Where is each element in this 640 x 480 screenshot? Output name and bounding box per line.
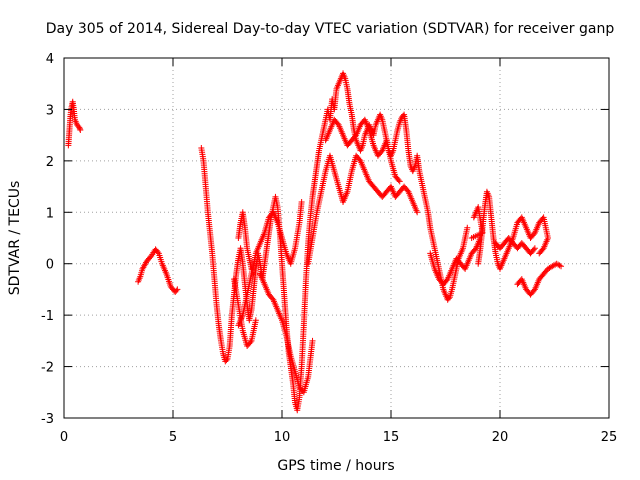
y-tick-label: -1 bbox=[41, 309, 54, 324]
data-point bbox=[530, 246, 537, 253]
x-tick-label: 5 bbox=[169, 430, 177, 445]
data-point bbox=[556, 262, 563, 269]
x-tick-label: 0 bbox=[60, 430, 68, 445]
data-point bbox=[443, 277, 450, 284]
data-point bbox=[352, 133, 359, 140]
y-tick-label: -3 bbox=[41, 412, 54, 427]
data-point bbox=[173, 287, 180, 294]
data-point bbox=[154, 249, 161, 256]
data-point bbox=[445, 295, 452, 302]
data-point bbox=[396, 178, 403, 185]
y-tick-label: 2 bbox=[46, 155, 54, 170]
series-sdtvar bbox=[65, 70, 565, 414]
x-axis: 0 5 10 15 20 25 bbox=[60, 58, 617, 445]
data-point bbox=[252, 317, 259, 324]
y-tick-label: 3 bbox=[46, 103, 54, 118]
data-point bbox=[356, 156, 363, 163]
y-axis: -3 -2 -1 0 1 2 3 4 bbox=[41, 52, 609, 427]
data-point bbox=[531, 245, 538, 252]
y-axis-label: SDTVAR / TECUs bbox=[7, 181, 23, 296]
x-tick-label: 10 bbox=[274, 430, 291, 445]
chart-title: Day 305 of 2014, Sidereal Day-to-day VTE… bbox=[46, 21, 615, 37]
data-point bbox=[248, 265, 255, 272]
data-point bbox=[334, 120, 341, 127]
data-point bbox=[77, 127, 84, 133]
y-tick-label: 0 bbox=[46, 258, 54, 273]
data-point bbox=[558, 263, 565, 270]
x-tick-label: 20 bbox=[492, 430, 509, 445]
data-point bbox=[536, 250, 543, 257]
y-tick-label: 1 bbox=[46, 206, 54, 221]
data-point bbox=[174, 286, 181, 293]
data-point bbox=[530, 231, 537, 238]
data-point bbox=[298, 199, 305, 205]
data-point bbox=[395, 177, 402, 184]
data-point bbox=[468, 235, 475, 241]
data-point bbox=[464, 224, 471, 231]
x-tick-label: 25 bbox=[601, 430, 618, 445]
y-tick-label: -2 bbox=[41, 361, 54, 376]
data-point bbox=[414, 209, 421, 216]
x-axis-label: GPS time / hours bbox=[277, 458, 394, 474]
plot-frame bbox=[63, 57, 610, 419]
data-point bbox=[223, 357, 230, 364]
data-point bbox=[76, 125, 83, 132]
x-tick-label: 15 bbox=[383, 430, 400, 445]
data-point bbox=[247, 339, 254, 346]
data-point bbox=[537, 249, 544, 256]
data-point bbox=[309, 337, 316, 344]
data-point bbox=[76, 124, 83, 131]
grid bbox=[64, 58, 609, 418]
y-tick-label: 4 bbox=[46, 52, 54, 67]
